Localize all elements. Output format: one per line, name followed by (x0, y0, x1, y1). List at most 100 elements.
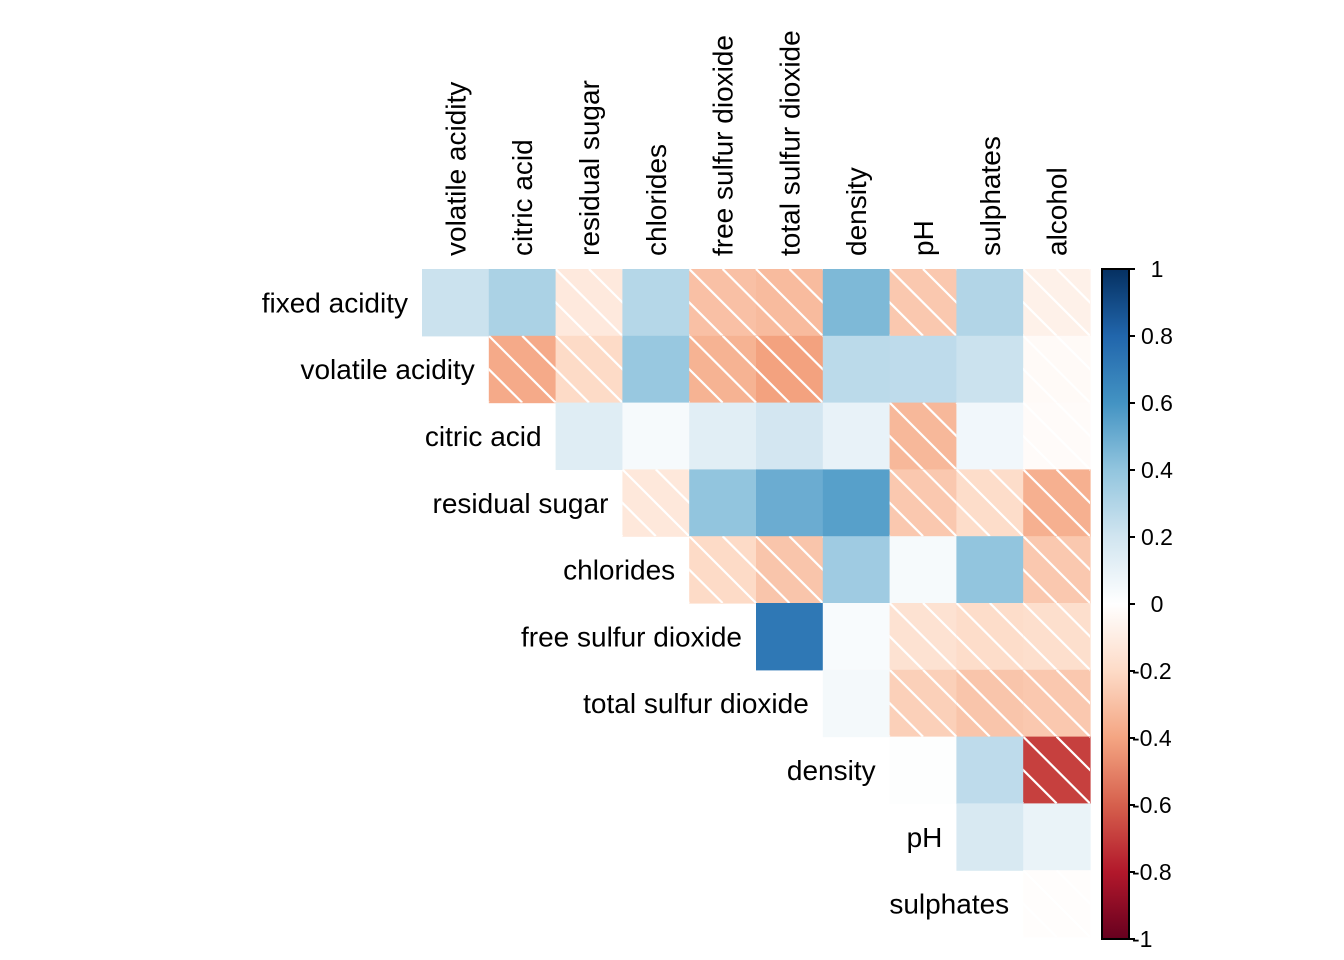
hatch-line (1055, 603, 1091, 638)
heatmap-cell (889, 603, 957, 671)
row-label: pH (907, 822, 943, 853)
hatch-line (756, 335, 823, 403)
heatmap-cell (488, 269, 557, 337)
hatch-line (1023, 669, 1091, 737)
heatmap-cell (956, 669, 1024, 738)
hatch-line (1023, 367, 1058, 403)
row-label: total sulfur dioxide (583, 688, 809, 719)
negative-hatch (889, 603, 957, 670)
hatch-line (756, 269, 823, 336)
hatch-line (889, 603, 957, 670)
heatmap-cells (422, 269, 1091, 938)
hatch-line (555, 335, 623, 403)
heatmap-cell (1023, 603, 1091, 671)
heatmap-cell (822, 669, 891, 738)
heatmap-cell (889, 269, 957, 337)
hatch-line (989, 669, 1024, 705)
cell-fill (422, 269, 490, 337)
column-label: total sulfur dioxide (774, 30, 805, 256)
negative-hatch (756, 269, 823, 336)
hatch-line (488, 367, 523, 403)
heatmap-cell (1023, 536, 1091, 604)
hatch-line (889, 701, 924, 737)
negative-hatch (889, 269, 957, 336)
heatmap-cell (756, 469, 824, 537)
negative-hatch (889, 469, 957, 537)
colorbar-tick-label: -0.4 (1132, 725, 1172, 751)
heatmap-cell (822, 402, 891, 470)
hatch-line (1023, 701, 1058, 737)
hatch-line (1023, 634, 1058, 670)
column-label: density (841, 167, 872, 256)
colorbar-tick-label: -0.8 (1132, 859, 1172, 885)
cell-fill (822, 536, 891, 604)
colorbar-gradient (1101, 268, 1130, 940)
hatch-line (1023, 469, 1091, 537)
negative-hatch (956, 603, 1024, 670)
cell-fill (822, 603, 891, 671)
cell-fill (756, 402, 824, 470)
hatch-line (889, 434, 924, 470)
negative-hatch (756, 536, 823, 604)
column-label: free sulfur dioxide (708, 35, 739, 256)
row-labels: fixed acidity volatile acidity citric acid… (262, 287, 1009, 919)
hatch-line (689, 269, 757, 336)
hatch-line (1055, 469, 1091, 505)
hatch-line (989, 603, 1024, 638)
negative-hatch (1023, 870, 1091, 938)
row-label: citric acid (425, 421, 542, 452)
hatch-line (756, 300, 791, 336)
hatch-line (488, 335, 556, 403)
cell-fill (622, 335, 690, 404)
hatch-line (889, 269, 957, 336)
heatmap-cell (956, 803, 1024, 871)
heatmap-cell (756, 402, 824, 470)
cell-fill (756, 603, 824, 671)
hatch-line (889, 669, 957, 737)
heatmap-cell (1023, 870, 1091, 938)
hatch-line (588, 269, 623, 304)
heatmap-cell (1023, 736, 1091, 804)
cell-fill (956, 736, 1024, 804)
heatmap-cell (956, 469, 1024, 537)
cell-fill (689, 402, 757, 470)
column-label: chlorides (641, 144, 672, 256)
hatch-line (1055, 736, 1091, 772)
hatch-line (521, 335, 556, 371)
row-label: sulphates (889, 889, 1009, 920)
hatch-line (1023, 603, 1091, 670)
hatch-line (1023, 902, 1058, 938)
hatch-line (655, 469, 690, 505)
heatmap-cell (1023, 803, 1091, 871)
hatch-line (555, 300, 590, 336)
row-label: fixed acidity (262, 287, 408, 318)
cell-fill (822, 269, 891, 337)
cell-fill (956, 269, 1024, 337)
heatmap-cell (1023, 669, 1091, 738)
hatch-line (1023, 870, 1091, 938)
cell-fill (889, 536, 957, 604)
hatch-line (956, 603, 1024, 670)
negative-hatch (889, 402, 957, 470)
colorbar-tick-label: 0.8 (1141, 323, 1173, 349)
cell-fill (1023, 803, 1091, 871)
cell-fill (822, 669, 891, 738)
heatmap-cell (889, 402, 957, 470)
hatch-line (989, 469, 1024, 505)
heatmap-cell (956, 269, 1024, 337)
cell-fill (756, 469, 824, 537)
negative-hatch (555, 335, 623, 403)
heatmap-cell (555, 335, 623, 404)
heatmap-cell (622, 335, 690, 404)
cell-fill (488, 269, 557, 337)
hatch-line (689, 568, 724, 604)
hatch-line (1023, 335, 1091, 403)
cell-fill (555, 402, 623, 470)
hatch-line (756, 367, 791, 403)
hatch-line (756, 568, 791, 604)
heatmap-cell (622, 269, 690, 337)
hatch-line (956, 501, 991, 537)
hatch-line (889, 469, 957, 537)
colorbar: 1 0.8 0.6 0.4 0.2 0 -0.2 -0.4 -0.6 -0.8 -1 (1101, 256, 1173, 952)
hatch-line (1055, 870, 1091, 906)
